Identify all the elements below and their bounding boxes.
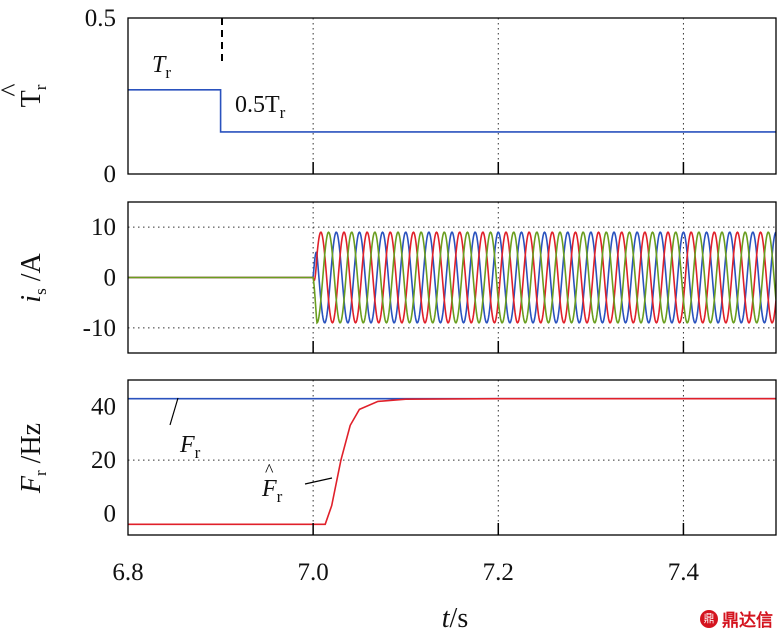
series-line-3-2 xyxy=(128,397,776,526)
ylabel-is: is /A xyxy=(16,253,50,303)
annotation-fr: Fr xyxy=(179,432,201,462)
panel-stator-current: 10 0 -10 is /A xyxy=(16,201,777,354)
annotation-tr: Tr xyxy=(152,52,171,82)
y-tick-label: 40 xyxy=(91,394,116,421)
annotation-half-tr: 0.5Tr xyxy=(235,92,286,122)
series-current-phase-3 xyxy=(128,231,776,325)
annotation-fr-estimate: Fr xyxy=(261,476,283,506)
hat-mark-fr-estimate: ^ xyxy=(265,460,274,480)
panel-rotor-frequency: 40 20 0 Fr /Hz Fr Fr ^ xyxy=(16,379,777,536)
watermark-logo-icon: 鼎 xyxy=(700,609,718,628)
y-tick-label: 0 xyxy=(104,265,117,292)
y-tick-label: 0 xyxy=(104,501,117,528)
y-tick-label: 0.5 xyxy=(85,5,116,32)
annotation-fr-estimate-leader xyxy=(304,477,333,485)
y-tick-label: 0 xyxy=(104,161,117,188)
watermark-text: 鼎达信 xyxy=(722,611,773,631)
ylabel-fr: Fr /Hz xyxy=(16,423,50,494)
panel-1-frame xyxy=(127,17,777,175)
y-tick-label: -10 xyxy=(83,315,116,342)
x-tick-label: 7.2 xyxy=(483,559,514,586)
series-line-1-1 xyxy=(128,89,776,133)
ylabel-tr-estimate: Tr xyxy=(16,84,50,107)
panel-3-frame xyxy=(127,379,777,536)
x-axis-ticks: 6.8 7.0 7.2 7.4 xyxy=(112,559,699,586)
xlabel: t/s xyxy=(442,603,468,634)
watermark: 鼎 鼎达信 xyxy=(700,606,773,631)
x-tick-label: 7.4 xyxy=(668,559,700,586)
x-tick-label: 6.8 xyxy=(112,559,143,586)
x-tick-label: 7.0 xyxy=(298,559,329,586)
annotation-fr-leader xyxy=(169,397,179,426)
y-tick-label: 10 xyxy=(91,214,116,241)
panel-tr-estimate: 0 0.5 Tr ^ Tr 0.5Tr xyxy=(0,5,777,188)
y-tick-label: 20 xyxy=(91,447,116,474)
ylabel-hat-mark: ^ xyxy=(0,83,27,96)
panel-2-frame xyxy=(127,201,777,354)
